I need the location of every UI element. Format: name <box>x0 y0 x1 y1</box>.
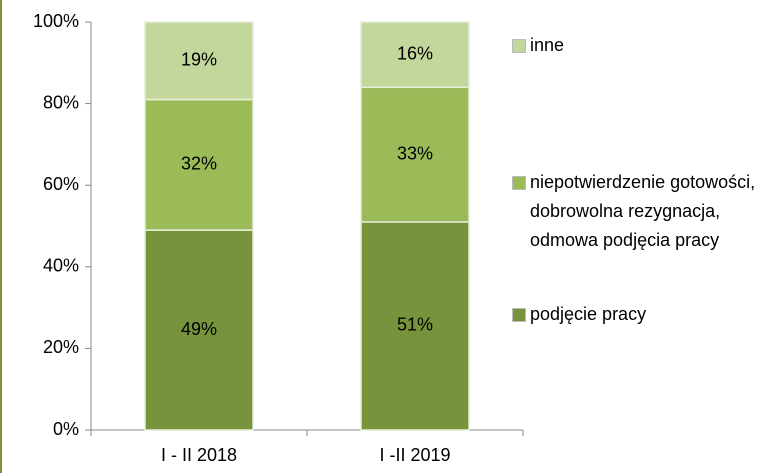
bar-segment <box>144 21 254 101</box>
x-tick-label: I - II 2018 <box>161 445 237 465</box>
y-tick-label: 100% <box>33 11 79 31</box>
y-tick-label: 60% <box>43 174 79 194</box>
bar-segment <box>144 98 254 231</box>
bar-segment <box>144 229 254 431</box>
legend-swatch <box>512 176 526 190</box>
legend-label: niepotwierdzenie gotowości, dobrowolna r… <box>530 172 756 250</box>
y-tick-label: 80% <box>43 92 79 112</box>
data-label: 33% <box>397 143 433 163</box>
y-tick-label: 0% <box>53 419 79 439</box>
legend-swatch <box>512 308 526 322</box>
data-label: 32% <box>181 154 217 174</box>
data-label: 51% <box>397 315 433 335</box>
legend-swatch <box>512 39 526 53</box>
data-label: 16% <box>397 43 433 63</box>
legend-item: niepotwierdzenie gotowości, dobrowolna r… <box>512 168 767 255</box>
y-tick-label: 40% <box>43 256 79 276</box>
data-label: 49% <box>181 319 217 339</box>
y-tick-label: 20% <box>43 337 79 357</box>
x-tick-label: I -II 2019 <box>379 445 450 465</box>
legend-label: inne <box>530 35 565 55</box>
bar-segment <box>360 21 470 89</box>
legend-label: podjęcie pracy <box>530 304 647 324</box>
legend-item: podjęcie pracy <box>512 300 767 329</box>
bar-segment <box>360 221 470 431</box>
data-label: 19% <box>181 50 217 70</box>
bar-segment <box>360 86 470 223</box>
legend-item: inne <box>512 31 767 60</box>
